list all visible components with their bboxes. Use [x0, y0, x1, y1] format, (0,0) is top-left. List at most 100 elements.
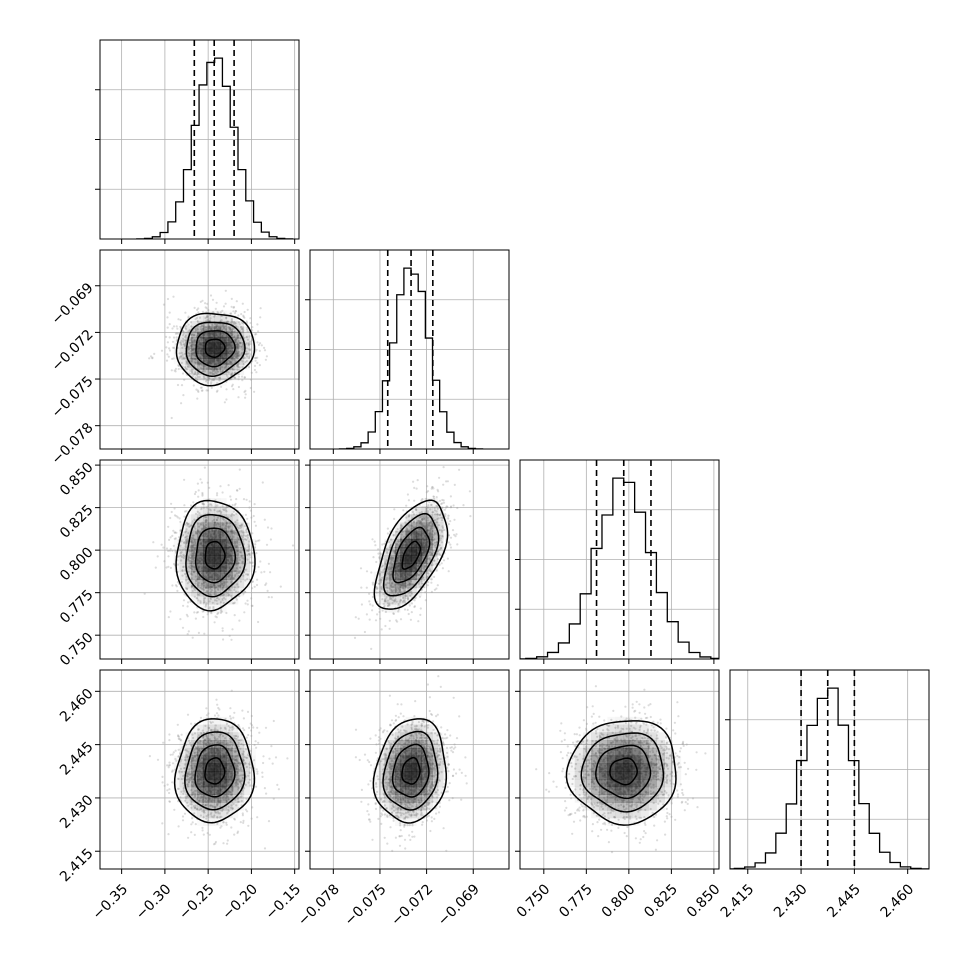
density-block [215, 348, 221, 354]
scatter-point [166, 547, 168, 549]
scatter-point [225, 290, 227, 292]
scatter-point [234, 614, 236, 616]
scatter-point [382, 610, 384, 612]
scatter-point [257, 330, 259, 332]
scatter-point [414, 605, 416, 607]
scatter-point [165, 336, 167, 338]
scatter-point [254, 365, 256, 367]
scatter-point [258, 566, 260, 568]
scatter-point [171, 550, 173, 552]
scatter-point [228, 484, 230, 486]
scatter-point [201, 389, 203, 391]
scatter-point [243, 717, 245, 719]
scatter-point [447, 480, 449, 482]
density-block [209, 580, 215, 588]
scatter-point [229, 495, 231, 497]
scatter-point [366, 587, 368, 589]
scatter-point [450, 495, 452, 497]
density-block [427, 498, 433, 506]
density-block [191, 332, 197, 338]
scatter-point [407, 493, 409, 495]
scatter-point [251, 605, 253, 607]
scatter-point [262, 755, 264, 757]
scatter-point [251, 329, 253, 331]
scatter-point [450, 505, 452, 507]
scatter-point [247, 603, 249, 605]
scatter-point [208, 487, 210, 489]
density-block [209, 531, 215, 539]
scatter-point [435, 588, 437, 590]
scatter-point [250, 517, 252, 519]
density-block [197, 580, 203, 588]
scatter-point [361, 603, 363, 605]
scatter-point [167, 555, 169, 557]
scatter-point [444, 509, 446, 511]
scatter-point [161, 544, 163, 546]
density-block [215, 343, 221, 349]
scatter-point [196, 398, 198, 400]
scatter-point [268, 596, 270, 598]
density-block [422, 563, 428, 571]
scatter-point [171, 327, 173, 329]
scatter-point [251, 532, 253, 534]
density-block [191, 531, 197, 539]
scatter-point [256, 584, 258, 586]
scatter-point [166, 360, 168, 362]
scatter-point [167, 341, 169, 343]
density-block [215, 596, 221, 604]
scatter-point [196, 309, 198, 311]
scatter-point [199, 478, 201, 480]
density-block [238, 523, 244, 531]
density-block [400, 596, 406, 604]
scatter-point [167, 298, 169, 300]
scatter-point [378, 608, 380, 610]
scatter-point [161, 350, 163, 352]
scatter-point [292, 544, 294, 546]
scatter-point [243, 316, 245, 318]
scatter-point [244, 591, 246, 593]
scatter-point [186, 614, 188, 616]
scatter-point [250, 379, 252, 381]
scatter-point [167, 327, 169, 329]
scatter-point [197, 483, 199, 485]
scatter-point [231, 628, 233, 630]
scatter-point [169, 349, 171, 351]
scatter-point [469, 490, 471, 492]
scatter-point [257, 621, 259, 623]
scatter-point [259, 316, 261, 318]
scatter-point [238, 386, 240, 388]
scatter-point [168, 733, 170, 735]
scatter-point [245, 602, 247, 604]
density-block [215, 547, 221, 555]
density-block [232, 332, 238, 338]
scatter-point [230, 639, 232, 641]
scatter-point [236, 300, 238, 302]
density-block [384, 596, 390, 604]
scatter-point [364, 631, 366, 633]
scatter-point [200, 387, 202, 389]
scatter-point [408, 499, 410, 501]
scatter-point [371, 609, 373, 611]
density-block [238, 343, 244, 349]
scatter-point [176, 590, 178, 592]
density-block [244, 572, 250, 580]
scatter-point [355, 616, 357, 618]
scatter-point [248, 727, 250, 729]
scatter-point [177, 384, 179, 386]
scatter-point [231, 385, 233, 387]
density-block [197, 555, 203, 563]
scatter-point [239, 488, 241, 490]
scatter-point [176, 325, 178, 327]
scatter-point [256, 323, 258, 325]
scatter-point [251, 806, 253, 808]
scatter-point [377, 553, 379, 555]
scatter-point [259, 350, 261, 352]
scatter-point [443, 466, 445, 468]
density-block [180, 337, 186, 343]
scatter-point [152, 541, 154, 543]
scatter-point [264, 519, 266, 521]
scatter-point [433, 576, 435, 578]
scatter-point [182, 627, 184, 629]
scatter-point [234, 504, 236, 506]
scatter-point [258, 344, 260, 346]
